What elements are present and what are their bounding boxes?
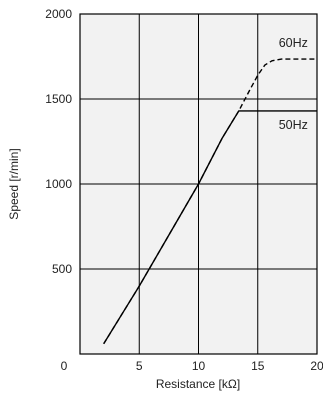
x-tick-label: 15 (251, 359, 265, 373)
x-tick-label: 0 (61, 359, 68, 373)
x-tick-label: 20 (310, 359, 323, 373)
plot-frame (79, 13, 318, 355)
series-layer (103, 58, 317, 345)
y-tick-label: 1500 (45, 92, 72, 106)
series-labels: 60Hz 50Hz (279, 36, 308, 132)
series-line-60hz (103, 58, 317, 345)
y-tick-label: 500 (52, 262, 72, 276)
x-axis-title: Resistance [kΩ] (156, 377, 240, 391)
series-label-50hz: 50Hz (279, 118, 308, 132)
x-tick-label: 5 (136, 359, 143, 373)
series-line-50hz (103, 110, 317, 345)
tick-labels: 0 5 10 15 20 500 1000 1500 2000 (45, 7, 323, 373)
y-axis-title: Speed [r/min] (7, 148, 21, 219)
y-tick-label: 2000 (45, 7, 72, 21)
x-tick-label: 10 (192, 359, 206, 373)
series-label-60hz: 60Hz (279, 36, 308, 50)
y-tick-label: 1000 (45, 177, 72, 191)
